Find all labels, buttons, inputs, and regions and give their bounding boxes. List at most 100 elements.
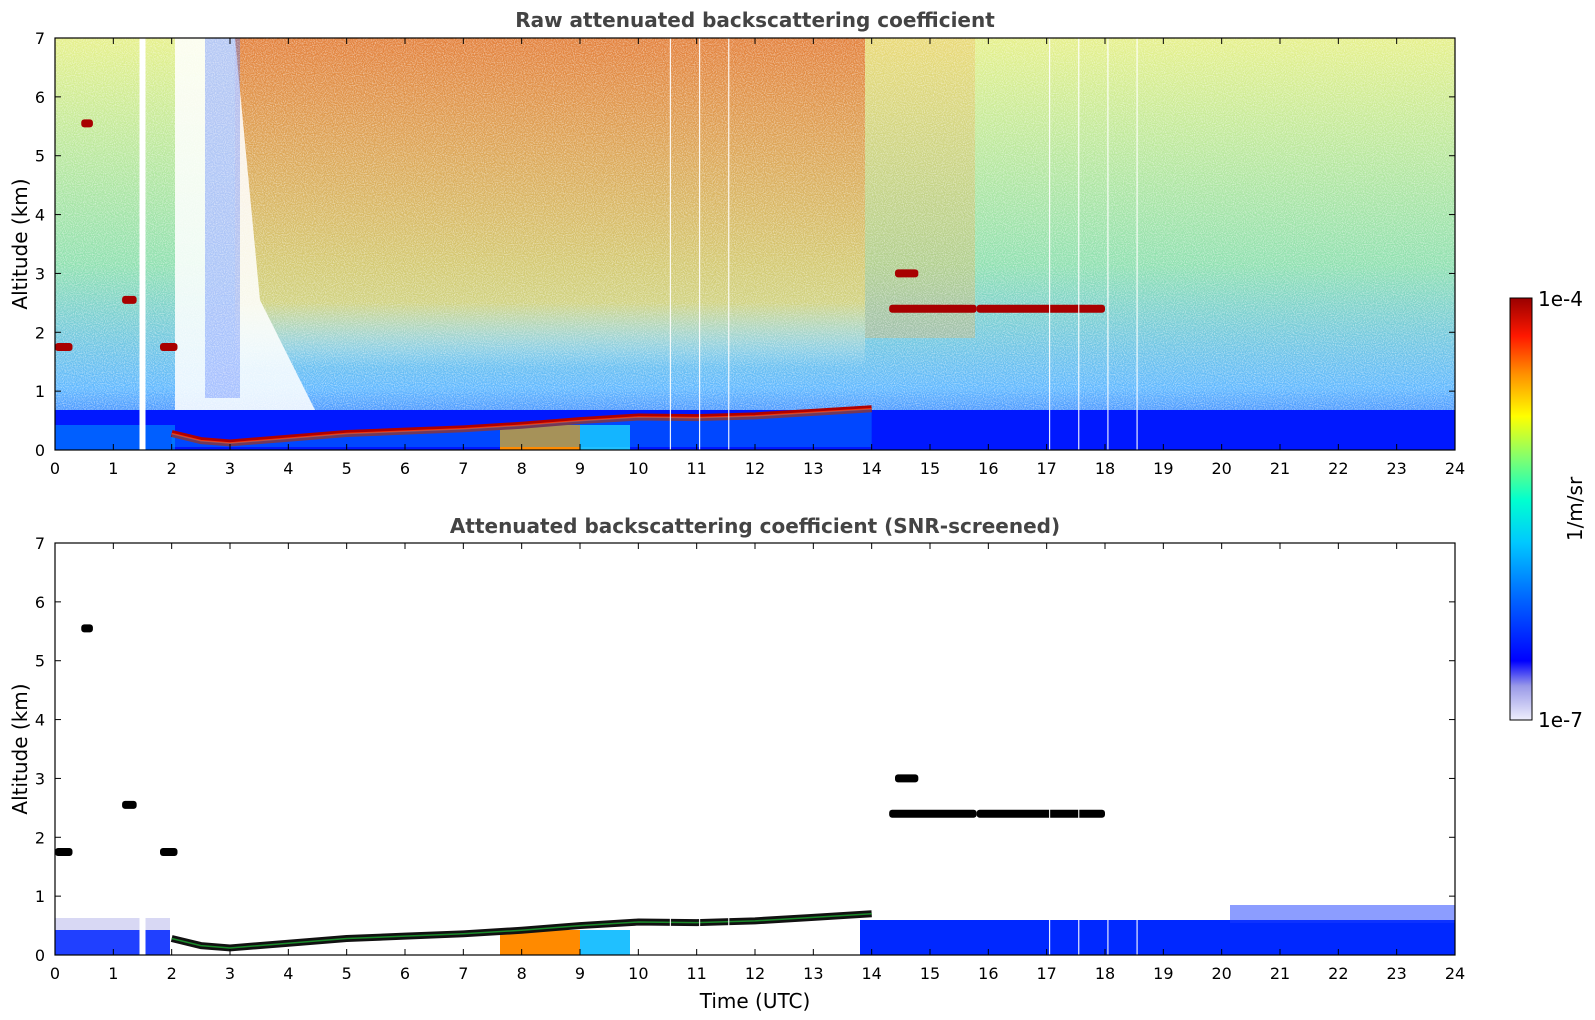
top-cloud-layer	[895, 269, 919, 278]
top-x-tick-label: 12	[745, 459, 765, 478]
top-x-tick-label: 15	[920, 459, 940, 478]
top-x-tick-label: 18	[1095, 459, 1115, 478]
bottom-x-tick-label: 9	[575, 964, 585, 983]
colorbar-gradient	[1509, 297, 1533, 721]
top-surface-layer-morning	[55, 425, 175, 450]
bottom-x-tick-label: 12	[745, 964, 765, 983]
top-panel: Raw attenuated backscattering coefficien…	[8, 8, 1465, 478]
bottom-x-tick-label: 20	[1211, 964, 1231, 983]
top-x-tick-label: 8	[517, 459, 527, 478]
bottom-x-tick-label: 22	[1328, 964, 1348, 983]
top-x-axis: 0 1 2 3 4 5 6 7 8 9 10 11 12 13 14 15 16 17 18 19 20 21 22 23 24	[50, 38, 1465, 478]
bottom-x-tick-label: 17	[1036, 964, 1056, 983]
top-cloud-layer	[81, 119, 93, 128]
top-cloud-layer	[889, 304, 977, 313]
bottom-x-tick-label: 16	[978, 964, 998, 983]
top-x-tick-label: 13	[803, 459, 823, 478]
bottom-missing-profile	[1078, 543, 1080, 955]
bottom-x-tick-label: 11	[686, 964, 706, 983]
top-cloud-layer	[976, 304, 1105, 313]
top-heatmap	[55, 38, 1455, 450]
bottom-missing-profile	[1048, 543, 1051, 955]
top-x-tick-label: 24	[1445, 459, 1465, 478]
bottom-cloud-layer	[895, 774, 919, 783]
bottom-missing-profile	[698, 543, 701, 955]
top-y-axis: 0 1 2 3 4 5 6 7	[35, 29, 1455, 460]
bottom-x-axis: 0 1 2 3 4 5 6 7 8 9 10 11 12 13 14 15 16 17 18 19 20 21 22 23 24	[50, 543, 1465, 983]
bottom-missing-profile	[669, 543, 672, 955]
top-y-tick-label: 0	[35, 441, 45, 460]
top-missing-profile	[698, 38, 701, 450]
bottom-x-tick-label: 15	[920, 964, 940, 983]
bottom-afternoon-surface-layer	[860, 920, 1455, 955]
top-series-layer	[55, 38, 1138, 450]
top-x-tick-label: 2	[167, 459, 177, 478]
colorbar-top-label: 1e-4	[1538, 287, 1583, 311]
top-x-tick-label: 4	[283, 459, 293, 478]
bottom-x-tick-label: 24	[1445, 964, 1465, 983]
bottom-x-tick-label: 7	[458, 964, 468, 983]
bottom-cloud-layer	[55, 848, 73, 856]
bottom-x-tick-label: 19	[1153, 964, 1173, 983]
bottom-x-tick-label: 4	[283, 964, 293, 983]
top-x-tick-label: 10	[628, 459, 648, 478]
bottom-x-tick-label: 1	[108, 964, 118, 983]
top-y-tick-label: 6	[35, 88, 45, 107]
bottom-y-tick-label: 0	[35, 946, 45, 965]
top-cloud-layer	[160, 343, 178, 351]
bottom-y-tick-label: 3	[35, 769, 45, 788]
top-missing-profile	[1048, 38, 1051, 450]
bottom-cloud-layer	[122, 800, 137, 809]
top-y-tick-label: 3	[35, 264, 45, 283]
top-x-tick-label: 20	[1211, 459, 1231, 478]
top-x-tick-label: 11	[686, 459, 706, 478]
top-y-axis-label: Altitude (km)	[8, 178, 32, 309]
bottom-evening-upper-layer	[1230, 905, 1455, 923]
bottom-x-tick-label: 14	[861, 964, 881, 983]
bottom-y-tick-label: 5	[35, 652, 45, 671]
bottom-missing-profile	[1107, 543, 1109, 955]
bottom-panel-title: Attenuated backscattering coefficient (S…	[450, 514, 1060, 538]
bottom-x-tick-label: 23	[1386, 964, 1406, 983]
bottom-x-tick-label: 18	[1095, 964, 1115, 983]
bottom-missing-profile	[139, 543, 146, 955]
top-panel-title: Raw attenuated backscattering coefficien…	[515, 8, 995, 32]
bottom-boundary-layer-edge	[171, 913, 872, 949]
bottom-aerosol-transition	[580, 930, 630, 955]
bottom-series-layer	[55, 543, 1138, 955]
bottom-cloud-layer	[160, 848, 178, 856]
top-boundary-layer-edge	[171, 408, 872, 444]
top-x-tick-label: 0	[50, 459, 60, 478]
top-cloud-layer	[122, 295, 137, 304]
top-y-tick-label: 7	[35, 29, 45, 48]
bottom-y-tick-label: 1	[35, 887, 45, 906]
bottom-background	[55, 543, 1455, 955]
bottom-y-axis: 0 1 2 3 4 5 6 7	[35, 534, 1455, 965]
top-x-tick-label: 17	[1036, 459, 1056, 478]
top-missing-profile	[669, 38, 672, 450]
bottom-y-tick-label: 7	[35, 534, 45, 553]
bottom-x-tick-label: 13	[803, 964, 823, 983]
top-y-tick-label: 2	[35, 323, 45, 342]
top-missing-profile	[1107, 38, 1109, 450]
top-x-tick-label: 7	[458, 459, 468, 478]
bottom-x-tick-label: 5	[342, 964, 352, 983]
bottom-x-tick-label: 3	[225, 964, 235, 983]
top-x-tick-label: 22	[1328, 459, 1348, 478]
bottom-cloud-layer	[889, 809, 977, 818]
bottom-y-tick-label: 4	[35, 711, 45, 730]
top-x-tick-label: 6	[400, 459, 410, 478]
bottom-heatmap	[55, 543, 1455, 955]
top-missing-profile	[139, 38, 146, 450]
top-missing-profile	[1078, 38, 1080, 450]
bottom-x-tick-label: 10	[628, 964, 648, 983]
bottom-x-tick-label: 2	[167, 964, 177, 983]
top-cloud-layer	[55, 343, 73, 351]
top-y-tick-label: 4	[35, 206, 45, 225]
top-x-tick-label: 23	[1386, 459, 1406, 478]
top-x-tick-label: 9	[575, 459, 585, 478]
colorbar-unit-label: 1/m/sr	[1563, 476, 1587, 541]
bottom-x-tick-label: 6	[400, 964, 410, 983]
bottom-panel: Attenuated backscattering coefficient (S…	[8, 514, 1465, 1013]
